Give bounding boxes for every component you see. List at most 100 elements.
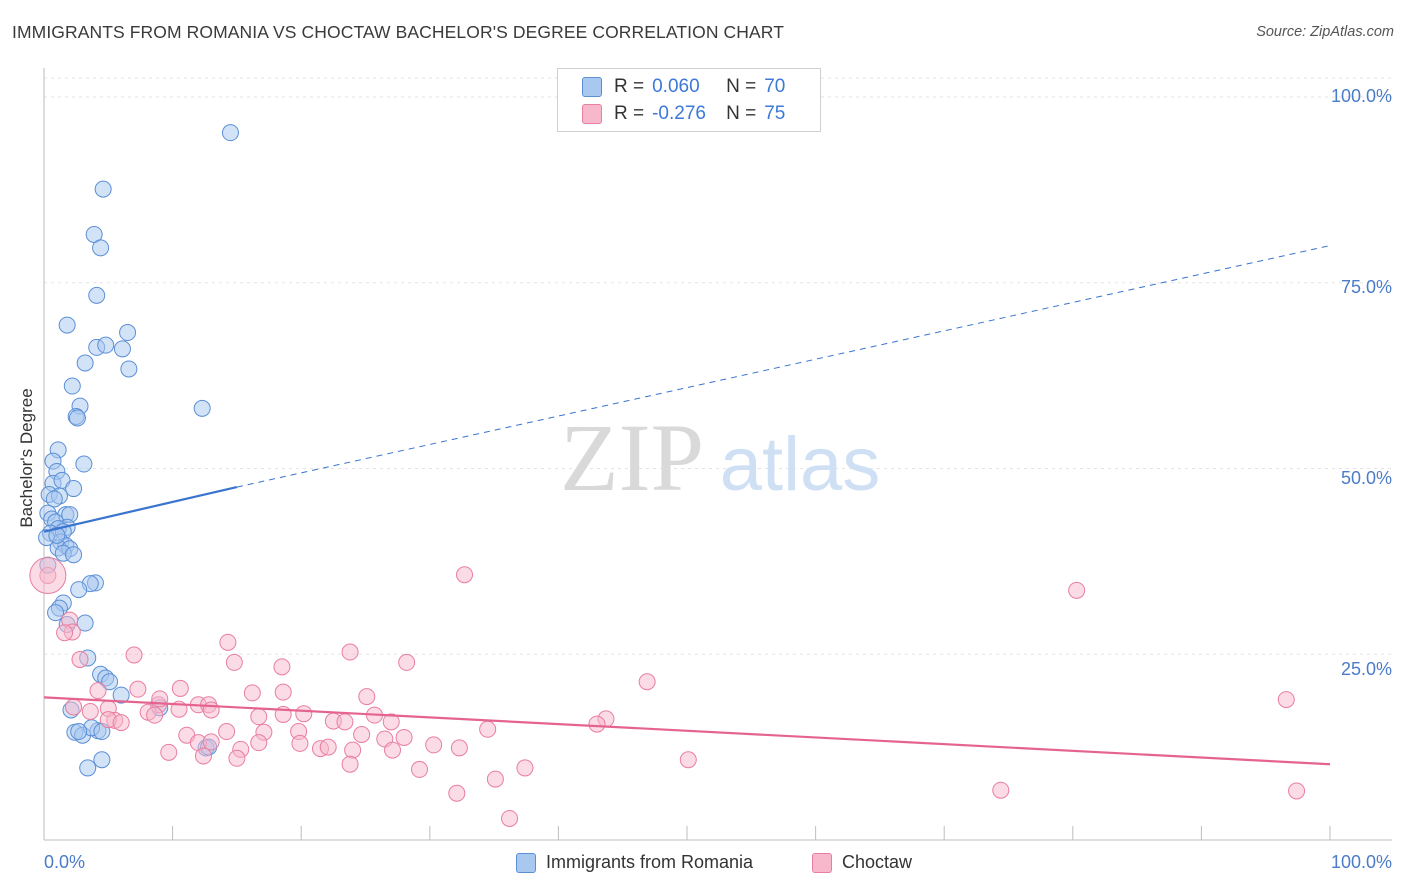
trend-line-romania: [43, 486, 238, 533]
point-romania: [76, 354, 94, 372]
point-choctaw: [71, 650, 89, 668]
point-romania: [45, 490, 63, 508]
point-choctaw: [194, 747, 212, 765]
point-choctaw: [486, 770, 504, 788]
point-romania: [48, 526, 66, 544]
watermark-zip: ZIP: [560, 404, 704, 511]
point-choctaw: [228, 749, 246, 767]
point-choctaw: [358, 688, 376, 706]
y-tick-label: 25.0%: [1340, 659, 1392, 679]
point-romania: [75, 455, 93, 473]
point-choctaw: [56, 624, 74, 642]
point-choctaw: [1277, 691, 1295, 709]
point-choctaw: [341, 643, 359, 661]
chart-title: IMMIGRANTS FROM ROMANIA VS CHOCTAW BACHE…: [12, 22, 784, 42]
point-choctaw: [638, 673, 656, 691]
point-romania: [68, 409, 86, 427]
point-choctaw: [398, 653, 416, 671]
point-choctaw: [65, 698, 83, 716]
y-axis-label: Bachelor's Degree: [17, 388, 36, 528]
n-label: N =: [726, 103, 757, 124]
point-choctaw: [219, 633, 237, 651]
point-choctaw: [411, 760, 429, 778]
legend-item-choctaw[interactable]: Choctaw: [812, 852, 912, 873]
point-choctaw: [992, 781, 1010, 799]
point-choctaw: [1288, 782, 1306, 800]
point-choctaw: [450, 739, 468, 757]
y-tick-label: 100.0%: [1330, 86, 1392, 106]
point-choctaw: [479, 720, 497, 738]
point-romania: [70, 723, 88, 741]
legend-swatch-pink: [812, 852, 832, 873]
r-value: 0.060: [652, 76, 700, 97]
point-choctaw: [129, 680, 147, 698]
axes: [43, 68, 1392, 841]
point-romania: [65, 546, 83, 564]
point-romania: [70, 581, 88, 599]
legend-label: Choctaw: [842, 852, 913, 872]
x-tick-label: 100.0%: [1330, 852, 1392, 872]
point-choctaw: [146, 706, 164, 724]
legend-row-choctaw: R = -0.276 N = 75: [582, 101, 785, 127]
r-label: R =: [614, 76, 645, 97]
point-romania: [221, 124, 239, 142]
point-romania: [93, 751, 111, 769]
point-romania: [97, 336, 115, 354]
point-choctaw: [341, 755, 359, 773]
point-choctaw: [202, 701, 220, 719]
point-choctaw: [679, 751, 697, 769]
point-choctaw: [516, 759, 534, 777]
point-choctaw: [202, 733, 220, 751]
point-romania: [88, 286, 106, 304]
y-tick-label: 50.0%: [1340, 468, 1392, 488]
point-choctaw: [319, 738, 337, 756]
point-choctaw: [336, 713, 354, 731]
point-choctaw: [171, 679, 189, 697]
point-romania: [120, 360, 138, 378]
point-choctaw: [225, 653, 243, 671]
point-romania: [94, 180, 112, 198]
point-romania: [112, 686, 130, 704]
r-label: R =: [614, 103, 645, 124]
point-choctaw: [295, 705, 313, 723]
point-romania: [47, 604, 65, 622]
legend-swatch-blue: [582, 77, 602, 97]
point-choctaw: [243, 684, 261, 702]
r-value: -0.276: [652, 103, 706, 124]
point-choctaw: [353, 725, 371, 743]
point-choctaw: [89, 682, 107, 700]
point-romania: [119, 324, 137, 342]
n-value: 70: [764, 76, 786, 97]
point-choctaw: [250, 734, 268, 752]
point-choctaw: [273, 658, 291, 676]
point-choctaw: [501, 809, 519, 827]
source-credit: Source: ZipAtlas.com: [1256, 24, 1394, 40]
point-romania: [193, 399, 211, 417]
correlation-legend: R = 0.060 N = 70 R = -0.276 N = 75: [557, 68, 821, 132]
point-choctaw: [1068, 581, 1086, 599]
point-choctaw: [384, 741, 402, 759]
legend-item-romania[interactable]: Immigrants from Romania: [516, 852, 753, 873]
point-romania: [92, 239, 110, 257]
point-choctaw: [344, 741, 362, 759]
point-choctaw: [448, 784, 466, 802]
point-choctaw: [274, 683, 292, 701]
point-choctaw: [125, 646, 143, 664]
point-choctaw: [81, 702, 99, 720]
n-label: N =: [726, 76, 757, 97]
legend-swatch-pink: [582, 104, 602, 124]
point-choctaw: [395, 728, 413, 746]
point-choctaw: [588, 715, 606, 733]
point-romania: [101, 673, 119, 691]
trend-line-choctaw: [43, 696, 1331, 766]
point-choctaw: [160, 743, 178, 761]
point-choctaw-large: [29, 556, 67, 594]
point-romania: [65, 480, 83, 498]
point-choctaw: [112, 714, 130, 732]
x-tick-label: 0.0%: [44, 852, 86, 872]
point-romania: [113, 340, 131, 358]
point-romania: [58, 316, 76, 334]
point-choctaw: [250, 708, 268, 726]
point-romania: [63, 377, 81, 395]
